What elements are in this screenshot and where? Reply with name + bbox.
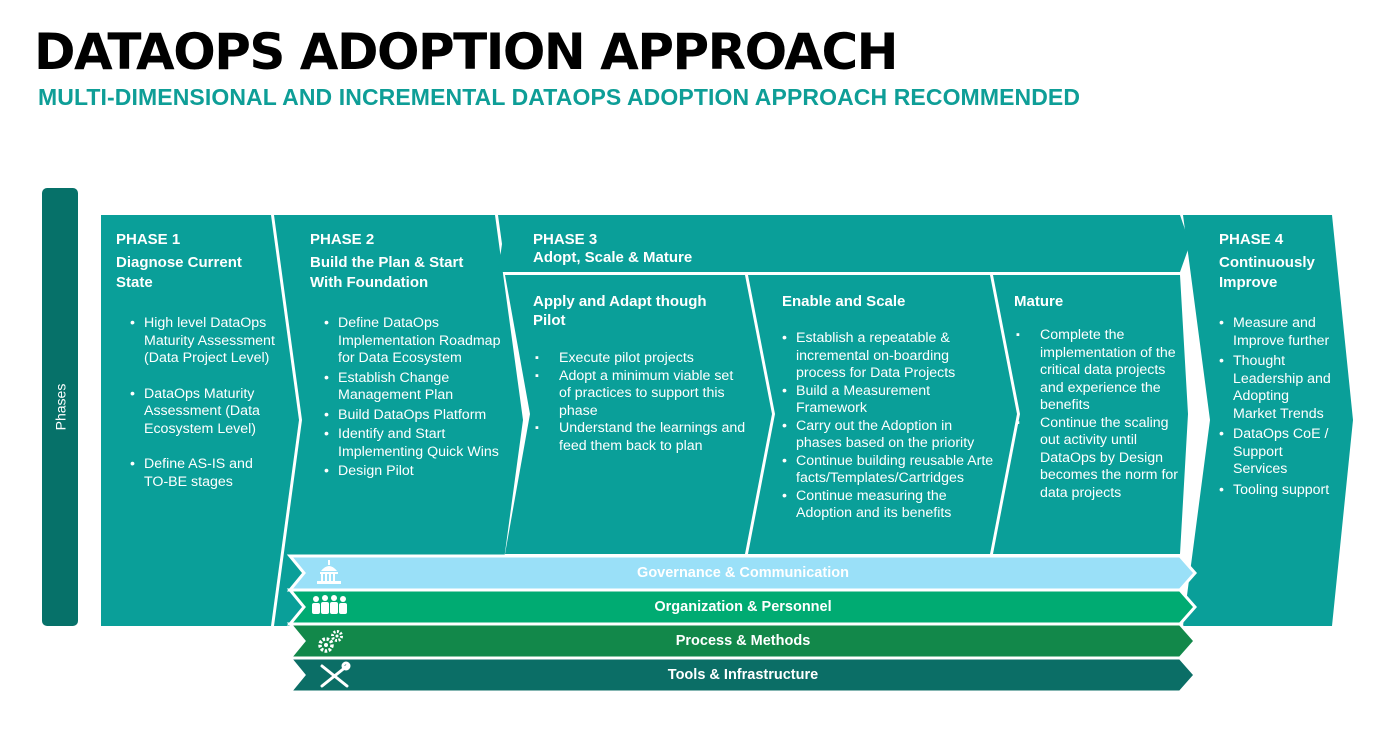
phase3-mature-list: Complete the implementation of the criti… [1014,327,1189,502]
list-item: High level DataOps Maturity Assessment (… [130,315,276,368]
phase3-scale-content: Enable and Scale Establish a repeatable … [782,292,997,523]
phases-label-text: Phases [52,383,69,431]
phase1-content: PHASE 1 Diagnose Current State High leve… [116,230,276,509]
list-item: Tooling support [1219,482,1334,500]
list-item: DataOps Maturity Assessment (Data Ecosys… [130,386,276,439]
list-item: Identify and Start Implementing Quick Wi… [324,426,502,461]
phase2-label: PHASE 2 [310,231,375,248]
phase3-pilot-content: Apply and Adapt though Pilot Execute pil… [533,292,748,455]
list-item: Build DataOps Platform [324,407,502,425]
list-item: Understand the learnings and feed them b… [533,420,748,455]
phase3-mature-title: Mature [1014,293,1064,310]
phase4-label: PHASE 4 [1219,231,1284,248]
phase3-pilot-list: Execute pilot projects Adopt a minimum v… [533,350,748,455]
tools-icon [320,661,351,688]
list-item: Complete the implementation of the criti… [1014,327,1189,415]
phase2-content: PHASE 2 Build the Plan & Start With Foun… [310,230,505,481]
list-item: Define AS-IS and TO-BE stages [130,456,276,491]
banner-tools-shape [286,656,1198,694]
phase3-scale-list: Establish a repeatable & incremental on-… [782,330,997,523]
list-item: Continue building reusable Artefacts/Tem… [782,453,997,488]
phase2-list: Define DataOps Implementation Roadmap fo… [324,315,502,481]
list-item: Build a Measurement Framework [782,383,997,418]
gears-icon [318,630,343,653]
list-item: Define DataOps Implementation Roadmap fo… [324,315,502,368]
phase3-pilot-title: Apply and Adapt though Pilot [533,293,707,329]
phase3-scale-title: Enable and Scale [782,293,906,310]
list-item: Execute pilot projects [533,350,748,368]
list-item: Adopt a minimum viable set of practices … [533,368,748,421]
phase2-name: Build the Plan & Start With Foundation [310,254,464,291]
list-item: Measure and Improve further [1219,315,1334,350]
phase4-list: Measure and Improve further Thought Lead… [1219,315,1334,499]
phase1-label: PHASE 1 [116,231,181,248]
phase3-mature-content: Mature Complete the implementation of th… [1014,292,1189,502]
phase4-name: Continuously Improve [1219,254,1315,291]
list-item: Continue the scaling out activity until … [1014,415,1189,503]
banner-governance: Governance & Communication [637,565,849,581]
list-item: DataOps CoE / Support Services [1219,426,1334,479]
phase3-header-chevron [498,215,1190,272]
list-item: Continue measuring the Adoption and its … [782,488,997,523]
phase1-list: High level DataOps Maturity Assessment (… [130,315,276,491]
list-item: Carry out the Adoption in phases based o… [782,418,997,453]
banner-organization: Organization & Personnel [654,599,832,615]
phase3-header: PHASE 3 Adopt, Scale & Mature [533,230,1133,268]
banner-tools: Tools & Infrastructure [667,667,819,683]
list-item: Establish Change Management Plan [324,370,502,405]
people-icon [312,595,347,614]
capitol-icon [317,560,341,584]
list-item: Establish a repeatable & incremental on-… [782,330,997,383]
list-item: Thought Leadership and Adopting Market T… [1219,353,1334,423]
phases-label: Phases [42,188,78,626]
phase4-content: PHASE 4 Continuously Improve Measure and… [1219,230,1334,499]
banner-process: Process & Methods [675,633,811,649]
list-item: Design Pilot [324,463,502,481]
page-subtitle: MULTI-DIMENSIONAL AND INCREMENTAL DATAOP… [38,84,1081,110]
phases-sidebar [42,188,78,626]
phase1-name: Diagnose Current State [116,254,242,291]
page-title: DATAOPS ADOPTION APPROACH [34,23,899,81]
phase3-name: Adopt, Scale & Mature [533,249,693,266]
phase3-label: PHASE 3 [533,231,598,248]
